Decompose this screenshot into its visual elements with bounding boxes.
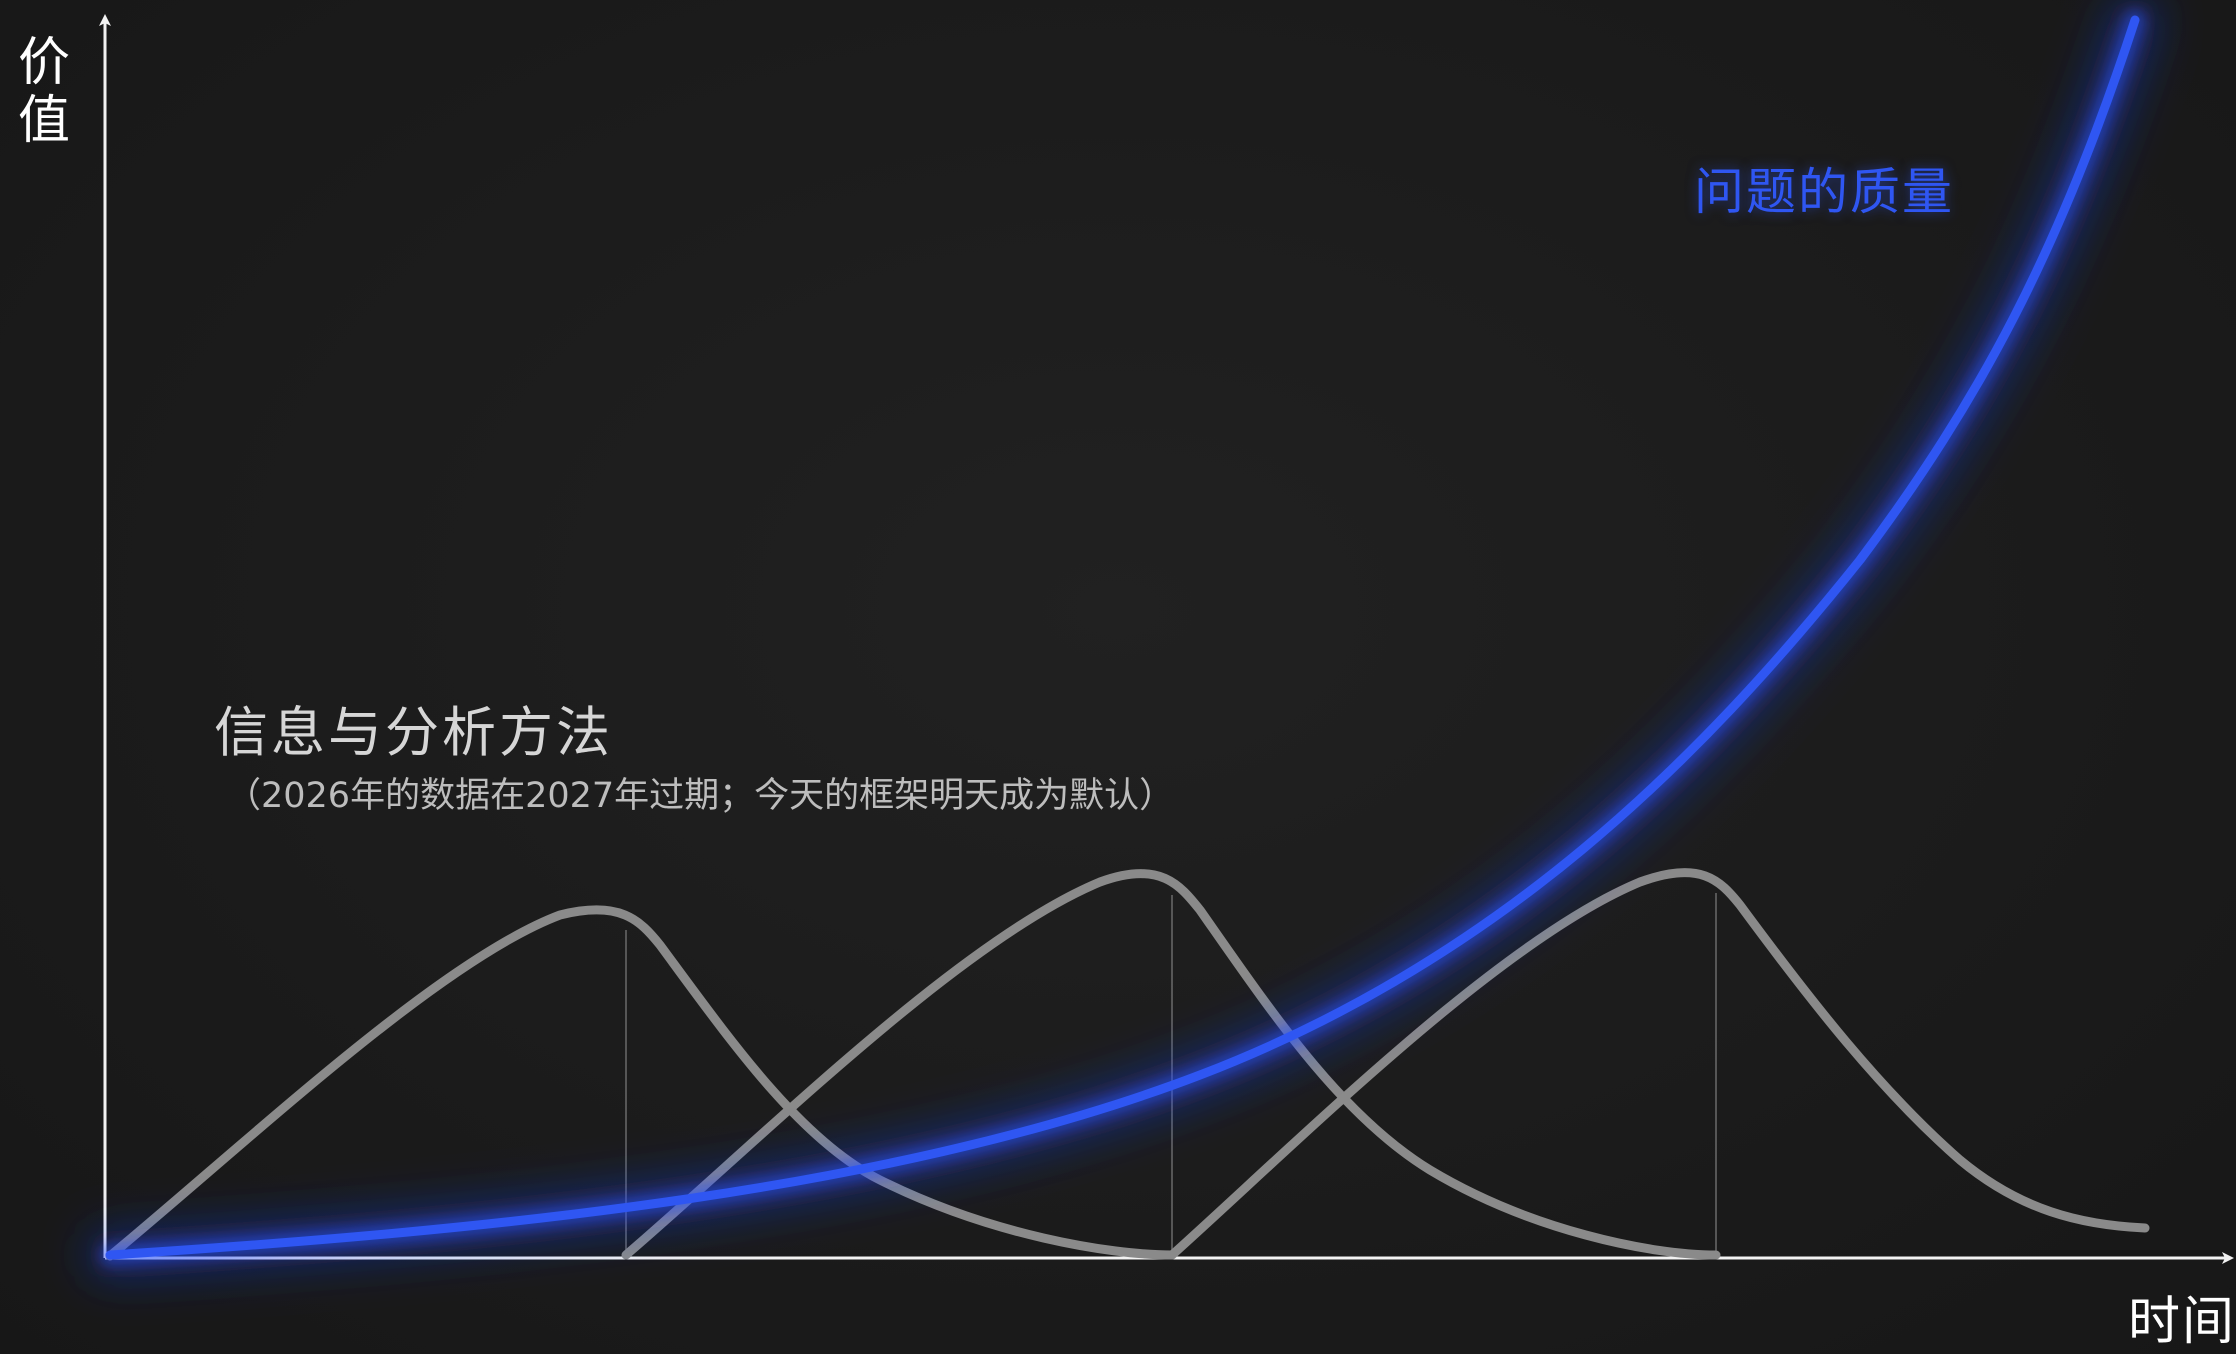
decay-waves-subtitle: （2026年的数据在2027年过期；今天的框架明天成为默认） [226,776,1175,816]
y-axis-label-char-1: 价 [17,33,70,93]
growth-curve [86,0,2159,1279]
y-axis-label: 价 值 [14,34,74,150]
growth-curve-label: 问题的质量 [1694,163,1954,221]
y-axis-label-char-2: 值 [17,91,70,151]
decay-waves-title: 信息与分析方法 [214,701,613,764]
x-axis-label: 时间 [2127,1292,2236,1352]
decay-wave-2 [621,869,1721,1260]
decay-wave-3 [1167,868,2150,1260]
decay-wave-1 [105,905,1177,1261]
